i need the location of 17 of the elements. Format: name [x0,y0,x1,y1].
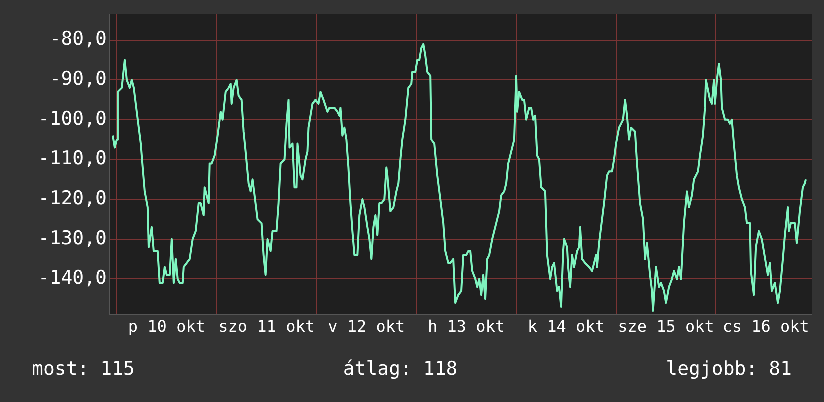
x-tick-label: sze 15 okt [618,316,714,336]
y-tick-label: -120,0 [38,187,107,210]
y-tick-label: -110,0 [38,148,107,170]
x-tick-label: h 13 okt [428,316,506,336]
x-tick-label: p 10 okt [128,316,206,336]
y-tick-label: -100,0 [38,108,107,130]
x-tick-label: v 12 okt [328,316,406,336]
x-tick-label: k 14 okt [528,316,605,336]
y-tick-label: -90,0 [50,68,107,90]
x-tick-label: szo 11 okt [218,316,315,336]
y-tick-label: -130,0 [38,227,107,250]
y-tick-label: -140,0 [38,267,107,290]
text: most: 115 [32,358,135,380]
y-tick-label: -80,0 [50,28,107,50]
x-tick-label: cs 16 okt [722,316,810,336]
text: átlag: 118 [343,358,458,380]
text: legjobb: 81 [666,358,792,380]
